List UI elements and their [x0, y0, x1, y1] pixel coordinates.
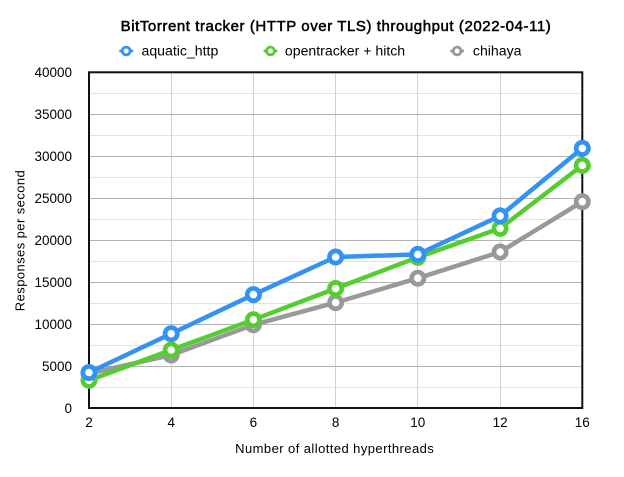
svg-text:12: 12 — [493, 415, 508, 430]
svg-text:30000: 30000 — [34, 149, 72, 164]
svg-text:Responses per second: Responses per second — [13, 170, 28, 311]
svg-text:BitTorrent tracker (HTTP over: BitTorrent tracker (HTTP over TLS) throu… — [121, 18, 552, 35]
svg-text:10000: 10000 — [34, 317, 72, 332]
svg-text:Number of allotted hyperthread: Number of allotted hyperthreads — [235, 441, 434, 456]
svg-text:25000: 25000 — [34, 191, 72, 206]
svg-text:4: 4 — [167, 415, 175, 430]
svg-text:20000: 20000 — [34, 233, 72, 248]
svg-text:chihaya: chihaya — [473, 42, 522, 58]
svg-text:aquatic_http: aquatic_http — [142, 42, 219, 58]
svg-text:2: 2 — [85, 415, 93, 430]
svg-text:5000: 5000 — [42, 359, 72, 374]
svg-text:35000: 35000 — [34, 107, 72, 122]
svg-text:15000: 15000 — [34, 275, 72, 290]
svg-text:10: 10 — [410, 415, 425, 430]
svg-text:opentracker + hitch: opentracker + hitch — [285, 42, 405, 58]
svg-text:16: 16 — [575, 415, 590, 430]
svg-text:8: 8 — [332, 415, 340, 430]
svg-text:40000: 40000 — [34, 65, 72, 80]
svg-text:0: 0 — [64, 401, 72, 416]
svg-text:6: 6 — [250, 415, 258, 430]
